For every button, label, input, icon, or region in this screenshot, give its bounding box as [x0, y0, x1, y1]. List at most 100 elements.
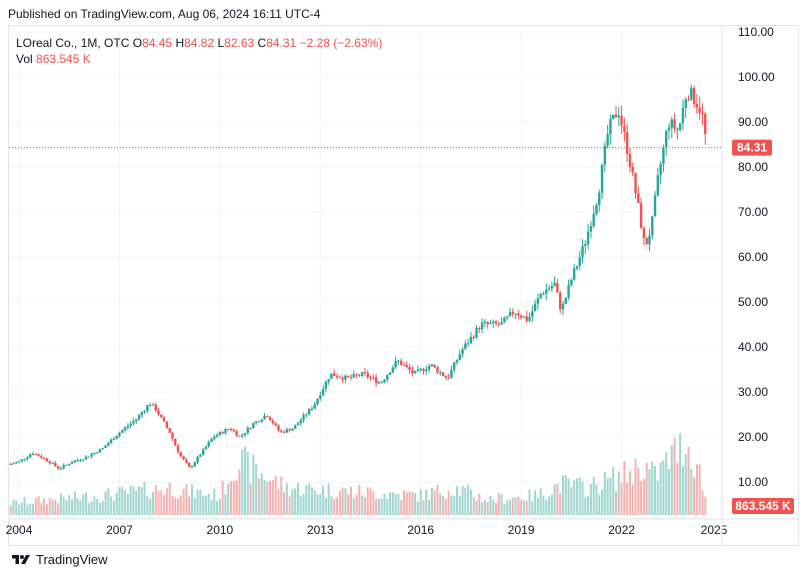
candle-body — [483, 321, 487, 323]
volume-bar — [84, 492, 87, 515]
volume-bar — [62, 496, 65, 515]
candle-body — [274, 423, 277, 426]
x-tick-label: 2004 — [6, 523, 33, 537]
volume-bar — [665, 452, 668, 515]
candle-body — [480, 322, 484, 330]
candle-body — [578, 257, 581, 266]
candle-body — [188, 462, 191, 467]
volume-bar — [324, 497, 327, 515]
volume-bar — [416, 501, 419, 515]
candle-body — [372, 377, 375, 379]
candle-body — [302, 414, 305, 421]
candle-body — [65, 464, 68, 466]
volume-bar — [34, 498, 37, 515]
volume-bar — [263, 479, 266, 515]
candle-body — [291, 428, 294, 431]
volume-bar — [612, 467, 615, 515]
candle-body — [506, 316, 509, 318]
candle-body — [508, 312, 512, 317]
candle-body — [676, 128, 679, 130]
volume-bar — [15, 500, 18, 515]
volume-bar — [294, 488, 297, 515]
candle-body — [542, 293, 545, 295]
candle-body — [54, 462, 57, 467]
volume-bar — [154, 484, 157, 515]
candle-body — [692, 88, 696, 105]
volume-bar — [637, 468, 640, 515]
footer-branding[interactable]: TradingView — [10, 552, 108, 567]
volume-bar — [274, 475, 277, 515]
candle-body — [358, 375, 361, 377]
candle-body — [606, 133, 609, 146]
volume-bar — [564, 475, 567, 515]
x-tick-label: 2013 — [307, 523, 334, 537]
symbol-label[interactable]: LOreal Co., 1M, OTC — [16, 36, 130, 50]
volume-bar — [372, 491, 375, 515]
volume-bar — [592, 476, 595, 515]
volume-bar — [428, 499, 431, 515]
volume-bar — [243, 446, 246, 515]
candle-body — [572, 268, 576, 280]
candle-body — [352, 374, 355, 378]
candle-body — [333, 373, 336, 377]
volume-bar — [453, 496, 456, 515]
volume-bar — [221, 480, 224, 515]
candle-body — [243, 433, 247, 435]
volume-bar — [190, 484, 193, 515]
candle-body — [405, 365, 408, 367]
candle-body — [466, 343, 470, 345]
candle-body — [26, 457, 29, 459]
volume-bar — [230, 481, 233, 515]
candle-body — [330, 373, 333, 380]
volume-bar — [369, 488, 372, 515]
candle-body — [246, 427, 249, 434]
volume-bar — [204, 495, 207, 515]
volume-bar — [174, 497, 177, 515]
volume-bar — [380, 498, 383, 515]
volume-bar — [330, 496, 333, 515]
candle-body — [511, 312, 514, 315]
candle-body — [341, 377, 344, 380]
candle-body — [447, 377, 450, 379]
volume-bar — [673, 438, 676, 515]
open-label: O — [132, 36, 143, 50]
volume-bar — [207, 493, 210, 515]
candle-body — [363, 372, 367, 374]
candle-body — [559, 292, 562, 310]
candle-body — [450, 369, 453, 378]
volume-bar — [110, 496, 113, 515]
volume-bar — [112, 500, 115, 515]
candle-body — [581, 246, 584, 258]
candle-body — [360, 372, 364, 376]
volume-bar — [659, 462, 662, 515]
candle-body — [263, 415, 266, 420]
y-tick-label: 40.00 — [738, 340, 768, 354]
volume-bar — [255, 464, 258, 515]
volume-bar — [598, 494, 601, 515]
volume-bar — [40, 503, 43, 515]
volume-bar — [681, 466, 684, 515]
brand-name: TradingView — [36, 552, 108, 567]
candle-body — [539, 293, 542, 299]
last-price-label: 84.31 — [737, 141, 767, 155]
volume-bar — [628, 471, 631, 515]
candle-body — [489, 323, 492, 325]
candle-body — [90, 454, 93, 457]
volume-bar — [73, 491, 76, 515]
candle-body — [623, 125, 626, 132]
candle-body — [439, 372, 442, 374]
candle-body — [444, 376, 448, 378]
volume-bar — [536, 497, 539, 515]
volume-bar — [595, 484, 598, 515]
volume-bar — [442, 496, 445, 515]
candle-body — [614, 114, 618, 118]
candle-body — [374, 377, 378, 383]
volume-bar — [405, 492, 408, 515]
tradingview-logo-icon — [12, 554, 30, 564]
volume-bar — [642, 478, 645, 515]
candle-body — [93, 452, 96, 455]
volume-bar — [704, 496, 707, 515]
volume-bar — [124, 490, 127, 515]
candle-body — [564, 297, 567, 304]
